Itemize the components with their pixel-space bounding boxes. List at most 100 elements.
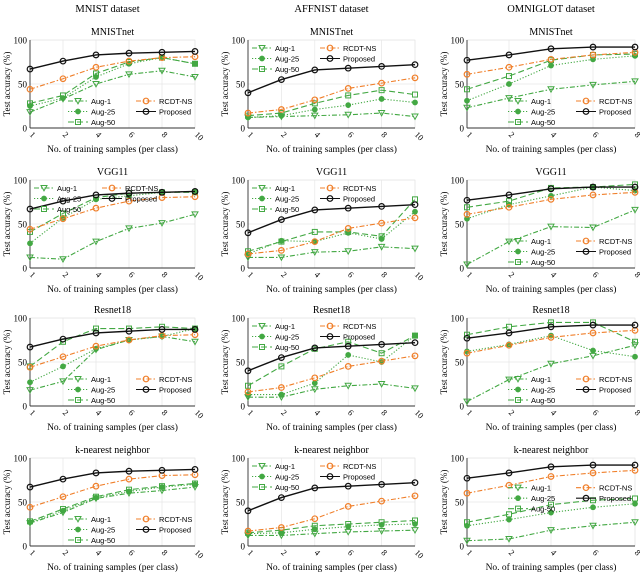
legend-marker — [259, 206, 265, 212]
series-aug-50 — [245, 87, 418, 119]
x-tick-label: 2 — [279, 407, 289, 417]
x-tick-label: 8 — [633, 269, 640, 279]
data-point — [506, 73, 512, 80]
data-point — [506, 198, 512, 205]
data-point — [377, 381, 386, 388]
column-title: OMNIGLOT dataset — [507, 4, 595, 15]
legend-marker — [258, 45, 266, 52]
legend-label: Aug-1 — [57, 184, 77, 193]
data-point — [463, 210, 471, 218]
x-tick-label: 6 — [127, 269, 137, 279]
legend-item: Aug-1 — [68, 375, 111, 384]
data-point — [589, 321, 597, 329]
legend-marker — [582, 97, 590, 105]
data-point — [311, 100, 318, 107]
series-proposed — [26, 326, 199, 351]
data-point — [632, 353, 638, 360]
x-axis-label: No. of training samples (per class) — [266, 284, 397, 295]
subplot-title: VGG11 — [316, 167, 347, 178]
y-tick-label: 0 — [460, 264, 465, 274]
legend-label: Aug-1 — [531, 97, 551, 106]
legend-item: Aug-25 — [252, 55, 299, 64]
legend-item: Proposed — [102, 195, 157, 204]
legend-label: Aug-1 — [91, 97, 111, 106]
data-point — [548, 509, 554, 516]
y-tick-label: 100 — [14, 176, 28, 186]
data-point — [92, 51, 100, 59]
legend-item: Proposed — [576, 248, 631, 257]
data-point — [412, 99, 418, 106]
series-aug-25 — [27, 188, 198, 247]
data-point — [92, 238, 100, 246]
series-line — [29, 50, 196, 70]
x-tick-label: 6 — [127, 129, 137, 139]
data-point — [93, 74, 99, 80]
data-point — [463, 398, 471, 406]
data-point — [244, 229, 252, 237]
legend-label: RCDT-NS — [599, 484, 632, 493]
x-axis-label: No. of training samples (per class) — [266, 144, 397, 155]
x-tick-label: 2 — [507, 407, 517, 417]
series-line — [29, 474, 196, 508]
data-point — [506, 323, 512, 330]
x-tick-label: 6 — [346, 269, 356, 279]
legend-marker — [75, 537, 81, 543]
x-tick-label: 8 — [160, 547, 170, 557]
x-axis-label: No. of training samples (per class) — [486, 144, 617, 155]
legend-item: Aug-50 — [508, 505, 555, 514]
data-point — [631, 461, 639, 469]
series-line — [29, 486, 196, 524]
series-proposed — [26, 48, 199, 73]
data-point — [59, 75, 67, 83]
x-tick-label: 1 — [28, 547, 38, 557]
legend-label: Aug-50 — [275, 65, 299, 74]
data-point — [158, 326, 166, 333]
legend-marker — [582, 484, 590, 492]
legend-marker — [259, 66, 265, 72]
series-aug-50 — [464, 319, 638, 345]
legend-label: Aug-25 — [531, 248, 555, 257]
legend-label: Aug-50 — [275, 205, 299, 214]
data-point — [59, 493, 67, 501]
data-point — [589, 183, 597, 191]
x-tick-label: 6 — [346, 407, 356, 417]
series-rcdt-ns — [463, 188, 639, 218]
legend-label: Aug-25 — [91, 526, 115, 535]
x-tick-label: 10 — [193, 547, 206, 560]
data-point — [311, 228, 318, 235]
x-axis-label: No. of training samples (per class) — [47, 562, 178, 573]
legend-label: Aug-50 — [275, 343, 299, 352]
data-point — [411, 385, 419, 393]
legend-marker — [142, 375, 150, 383]
legend-marker — [515, 119, 521, 125]
data-point — [310, 249, 319, 256]
data-point — [589, 469, 597, 477]
data-point — [311, 522, 318, 529]
data-point — [26, 225, 34, 233]
data-point — [632, 338, 638, 345]
series-proposed — [244, 339, 419, 375]
series-line — [466, 324, 635, 339]
legend-marker — [514, 484, 522, 492]
x-tick-label: 1 — [246, 129, 256, 139]
data-point — [59, 378, 67, 386]
x-tick-label: 1 — [28, 129, 38, 139]
data-point — [278, 246, 285, 254]
legend-label: Aug-25 — [531, 494, 555, 503]
series-aug-1 — [244, 243, 419, 262]
legend-item: Proposed — [320, 333, 375, 342]
data-point — [505, 341, 513, 349]
subplot-title: Resnet18 — [313, 305, 350, 316]
legend-marker — [75, 397, 81, 403]
data-point — [505, 535, 513, 543]
legend-marker — [259, 55, 265, 62]
legend-label: Proposed — [343, 473, 375, 482]
legend-label: RCDT-NS — [343, 44, 376, 53]
data-point — [463, 349, 471, 357]
series-line — [247, 495, 416, 532]
legend-item: Aug-25 — [252, 333, 299, 342]
legend-item: Proposed — [136, 526, 191, 535]
